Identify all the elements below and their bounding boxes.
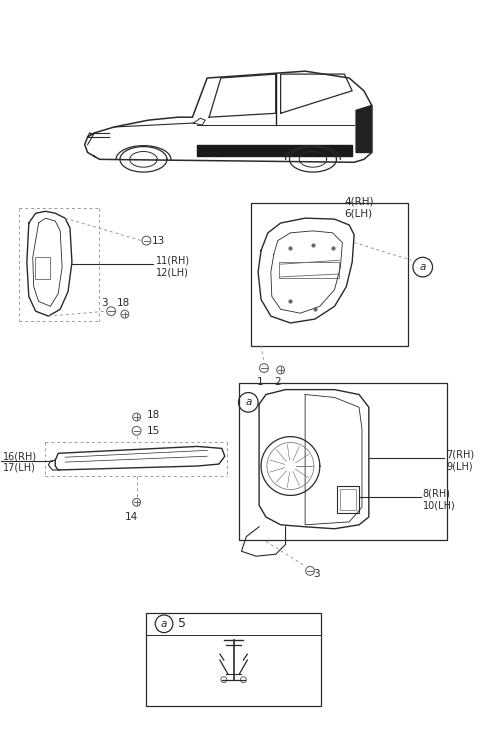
- Text: 3: 3: [313, 569, 320, 579]
- Text: 3: 3: [101, 299, 108, 308]
- Bar: [240, 383, 447, 539]
- Bar: [279, 262, 339, 278]
- Text: 18: 18: [117, 299, 130, 308]
- Text: 13: 13: [152, 236, 166, 246]
- Bar: [340, 488, 356, 510]
- Text: a: a: [245, 397, 252, 408]
- Polygon shape: [356, 105, 372, 153]
- Text: 1: 1: [257, 376, 264, 387]
- Text: 16(RH): 16(RH): [3, 451, 37, 461]
- Bar: [337, 485, 359, 513]
- Text: 5: 5: [178, 617, 186, 631]
- Text: 7(RH): 7(RH): [446, 449, 474, 459]
- Text: 10(LH): 10(LH): [423, 500, 456, 511]
- Bar: [146, 613, 321, 706]
- Text: 6(LH): 6(LH): [344, 208, 372, 219]
- Bar: [35, 257, 50, 279]
- Text: a: a: [161, 619, 167, 629]
- Bar: [251, 204, 408, 345]
- Text: 17(LH): 17(LH): [3, 463, 36, 473]
- Text: 18: 18: [146, 410, 160, 420]
- Text: 9(LH): 9(LH): [446, 461, 473, 471]
- Text: 11(RH): 11(RH): [156, 255, 191, 265]
- Text: 14: 14: [125, 512, 138, 522]
- Text: 12(LH): 12(LH): [156, 267, 189, 277]
- Text: 4(RH): 4(RH): [344, 196, 374, 207]
- Text: 2: 2: [274, 376, 280, 387]
- Text: 15: 15: [146, 426, 160, 436]
- Polygon shape: [197, 144, 352, 156]
- Text: 8(RH): 8(RH): [423, 488, 451, 499]
- Text: a: a: [420, 262, 426, 272]
